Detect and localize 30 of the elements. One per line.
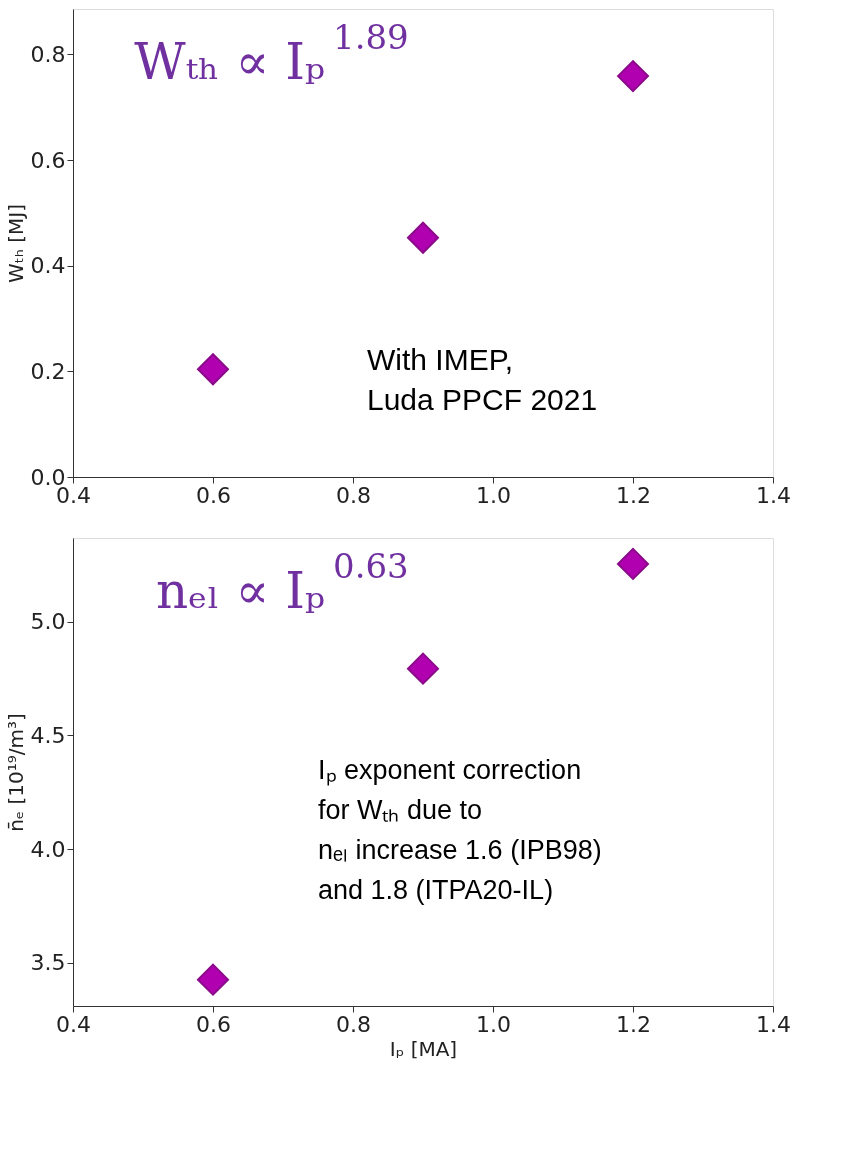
point — [197, 963, 229, 996]
annotation: Iₚ exponent correction for Wₜₕ due to nₑₗ increase 1.6 (IPB98) and 1.8 (ITPA20-IL) — [318, 754, 602, 905]
x-tick-label: 1.4 — [756, 482, 791, 508]
point — [617, 547, 649, 580]
x-tick-label: 1.4 — [756, 1011, 791, 1037]
x-tick-label: 0.4 — [56, 1011, 91, 1037]
point — [617, 60, 649, 93]
annotation: With IMEP, Luda PPCF 2021 — [367, 342, 598, 416]
x-tick-label: 1.0 — [476, 482, 511, 508]
y-axis-title: n̄ₑ [10¹⁹/m³] — [3, 713, 28, 832]
y-axis-title: Wₜₕ [MJ] — [3, 204, 28, 283]
x-tick-label: 0.8 — [336, 482, 371, 508]
point — [407, 221, 439, 254]
y-tick-label: 0.2 — [30, 358, 66, 384]
x-tick-label: 1.2 — [616, 1011, 651, 1037]
y-tick-label: 4.5 — [30, 722, 66, 748]
x-tick-label: 0.6 — [196, 1011, 231, 1037]
x-tick-label: 0.6 — [196, 482, 231, 508]
y-tick-label: 0.4 — [30, 253, 66, 279]
y-tick-label: 0.8 — [30, 41, 66, 67]
y-tick-label: 3.5 — [30, 950, 66, 976]
y-tick-label: 0.6 — [30, 147, 66, 173]
x-axis-title: Iₚ [MA] — [389, 1036, 458, 1061]
point — [197, 353, 229, 386]
y-tick-label: 4.0 — [30, 836, 66, 862]
y-tick-label: 5.0 — [30, 609, 66, 635]
x-tick-label: 1.0 — [476, 1011, 511, 1037]
x-tick-label: 0.8 — [336, 1011, 371, 1037]
point — [407, 652, 439, 685]
x-tick-label: 1.2 — [616, 482, 651, 508]
